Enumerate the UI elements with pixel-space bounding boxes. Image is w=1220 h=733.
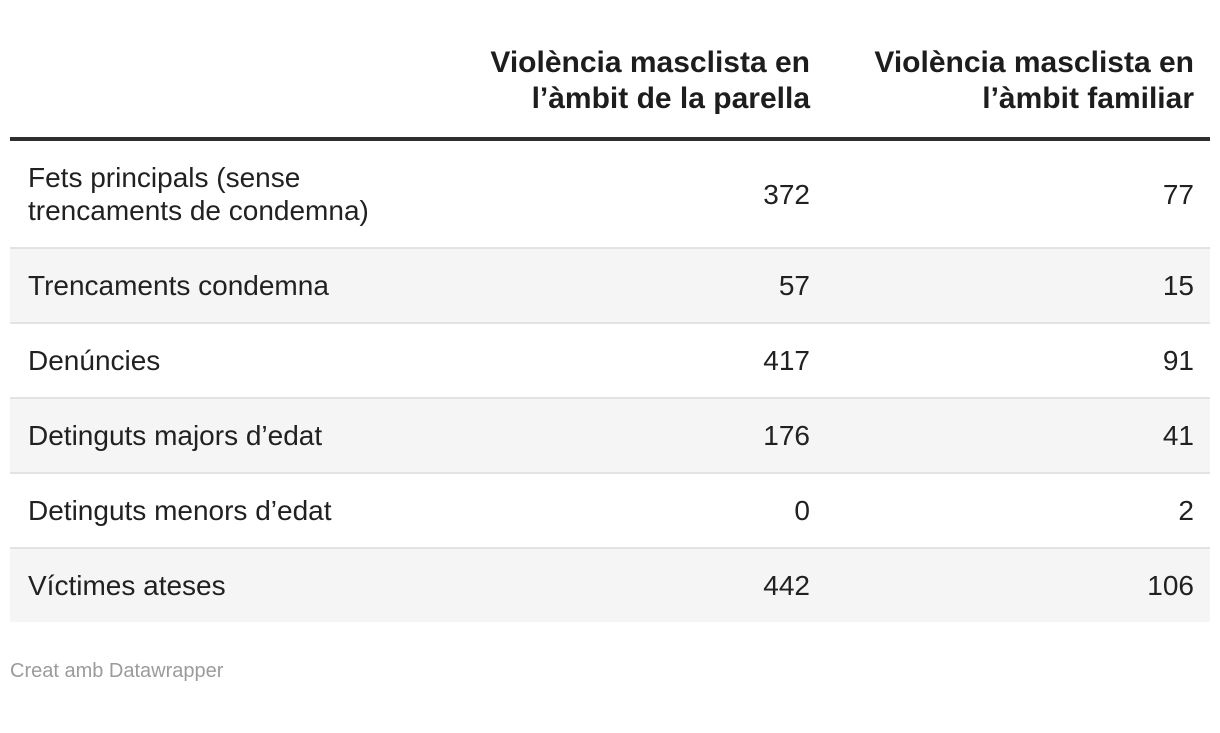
column-header-familiar: Violència masclista en l’àmbit familiar xyxy=(826,45,1210,141)
column-header-parella: Violència masclista en l’àmbit de la par… xyxy=(450,45,826,141)
row-label: Fets principals (sense trencaments de co… xyxy=(28,162,369,226)
cell-value: 15 xyxy=(826,247,1210,323)
table-row: Víctimes ateses 442 106 xyxy=(10,547,1210,622)
chart-container: Violència masclista en l’àmbit de la par… xyxy=(0,45,1220,683)
table-row: Denúncies 417 91 xyxy=(10,322,1210,398)
table-body: Fets principals (sense trencaments de co… xyxy=(10,139,1210,622)
cell-value: 417 xyxy=(450,322,826,398)
data-table: Violència masclista en l’àmbit de la par… xyxy=(10,45,1210,622)
table-row: Detinguts menors d’edat 0 2 xyxy=(10,472,1210,548)
cell-value: 442 xyxy=(450,547,826,622)
cell-value: 91 xyxy=(826,322,1210,398)
cell-value: 372 xyxy=(763,178,810,210)
table-row: Detinguts majors d’edat 176 41 xyxy=(10,397,1210,473)
table-row: Trencaments condemna 57 15 xyxy=(10,247,1210,323)
cell-value: 2 xyxy=(826,472,1210,548)
row-label: Trencaments condemna xyxy=(10,247,450,323)
row-label: Denúncies xyxy=(10,322,450,398)
cell-value: 41 xyxy=(826,397,1210,473)
cell-value: 0 xyxy=(450,472,826,548)
row-label: Detinguts menors d’edat xyxy=(10,472,450,548)
corner-cell xyxy=(10,45,450,141)
cell-value: 77 xyxy=(1162,178,1194,210)
table-header: Violència masclista en l’àmbit de la par… xyxy=(10,45,1210,141)
datawrapper-credit-link[interactable]: Creat amb Datawrapper xyxy=(10,660,224,682)
cell-value: 106 xyxy=(826,547,1210,622)
header-row: Violència masclista en l’àmbit de la par… xyxy=(10,45,1210,141)
cell-value: 176 xyxy=(450,397,826,473)
table-row: Fets principals (sense trencaments de co… xyxy=(10,139,1210,248)
row-label: Víctimes ateses xyxy=(10,547,450,622)
row-label: Detinguts majors d’edat xyxy=(10,397,450,473)
cell-value: 57 xyxy=(450,247,826,323)
